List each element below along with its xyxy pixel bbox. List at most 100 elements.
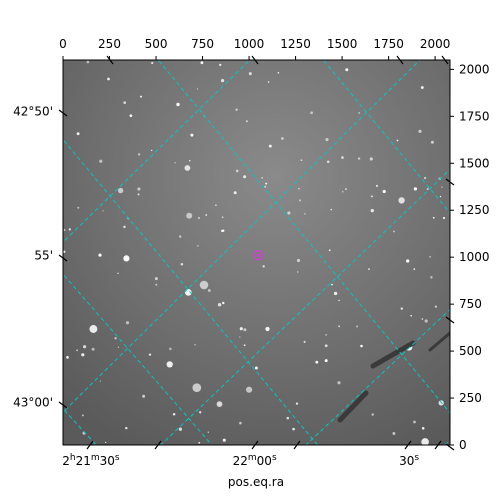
star	[330, 208, 332, 211]
star	[207, 289, 211, 292]
star	[345, 68, 349, 72]
star	[286, 416, 290, 420]
star	[221, 229, 225, 232]
star	[248, 72, 252, 76]
star	[233, 191, 237, 195]
grid-line	[160, 168, 450, 445]
star	[382, 189, 386, 194]
ra-tick-label: 30s	[399, 453, 419, 468]
star	[264, 185, 267, 188]
star	[216, 401, 223, 407]
star	[304, 213, 306, 215]
star	[169, 347, 172, 351]
star	[426, 187, 429, 191]
star	[107, 77, 110, 81]
ra-tick	[154, 440, 162, 450]
star	[265, 326, 270, 332]
star	[430, 140, 434, 144]
star	[410, 314, 413, 317]
star	[292, 427, 295, 431]
x-tick-label: 1500	[327, 37, 358, 51]
star	[421, 427, 425, 430]
star	[239, 336, 241, 338]
y-tick-label: 500	[459, 344, 482, 358]
x-tick-label: 500	[145, 37, 168, 51]
star	[77, 206, 80, 209]
star	[342, 190, 344, 193]
dec-tick	[58, 254, 68, 262]
star	[356, 325, 359, 328]
star	[341, 156, 344, 159]
star	[137, 193, 140, 196]
star	[239, 421, 242, 425]
star	[139, 95, 143, 98]
star	[432, 216, 435, 219]
grid-line	[63, 60, 251, 243]
y-tick-label: 1000	[459, 250, 490, 264]
star	[125, 426, 128, 430]
ra-tick	[106, 55, 114, 65]
star	[192, 383, 202, 393]
star	[117, 346, 120, 348]
star	[280, 137, 284, 140]
ra-tick	[396, 55, 404, 65]
star	[117, 187, 124, 194]
star	[123, 225, 126, 229]
plot-area	[62, 59, 451, 446]
x-tick-label: 1250	[280, 37, 311, 51]
star	[189, 160, 191, 162]
star	[198, 441, 201, 444]
x-pixel-ticks: 0 250 500 750 1000 1250 1500 1750 2000	[59, 37, 450, 60]
star	[82, 345, 87, 349]
grid-line	[63, 60, 421, 413]
star	[123, 101, 127, 104]
star	[328, 249, 331, 252]
star	[102, 210, 104, 212]
star	[413, 187, 418, 191]
star	[222, 438, 226, 442]
dec-tick	[58, 109, 68, 117]
ra-label-unit: m	[91, 453, 100, 463]
star	[66, 356, 69, 359]
star	[174, 162, 176, 164]
star	[413, 268, 416, 270]
star	[154, 277, 158, 281]
star	[337, 381, 341, 385]
star	[114, 337, 117, 340]
star	[406, 259, 410, 263]
ra-label-value: 21	[76, 454, 91, 468]
star	[199, 280, 209, 290]
star	[243, 175, 247, 179]
star	[393, 230, 395, 233]
grid-line	[322, 60, 450, 214]
star	[268, 144, 272, 148]
coordinate-grid	[63, 60, 450, 445]
star	[331, 283, 333, 286]
star	[398, 197, 405, 204]
star	[344, 188, 348, 191]
star	[370, 195, 373, 198]
ra-tick	[251, 440, 259, 450]
sky-image	[63, 60, 450, 445]
star	[368, 268, 370, 271]
star	[197, 216, 200, 220]
star	[338, 325, 341, 328]
star	[76, 132, 80, 136]
y-tick-label: 250	[459, 391, 482, 405]
star	[434, 305, 438, 308]
star	[186, 212, 193, 219]
star	[205, 214, 208, 216]
star	[63, 250, 66, 253]
star	[235, 108, 238, 111]
star	[267, 81, 270, 83]
ra-tick	[404, 440, 412, 450]
x-tick-label: 0	[59, 37, 67, 51]
star	[148, 353, 152, 356]
star	[338, 299, 340, 302]
x-axis-label: pos.eq.ra	[228, 475, 284, 489]
star	[76, 349, 79, 352]
star	[68, 228, 71, 231]
star	[358, 112, 360, 114]
ra-label-value: 00	[257, 454, 272, 468]
